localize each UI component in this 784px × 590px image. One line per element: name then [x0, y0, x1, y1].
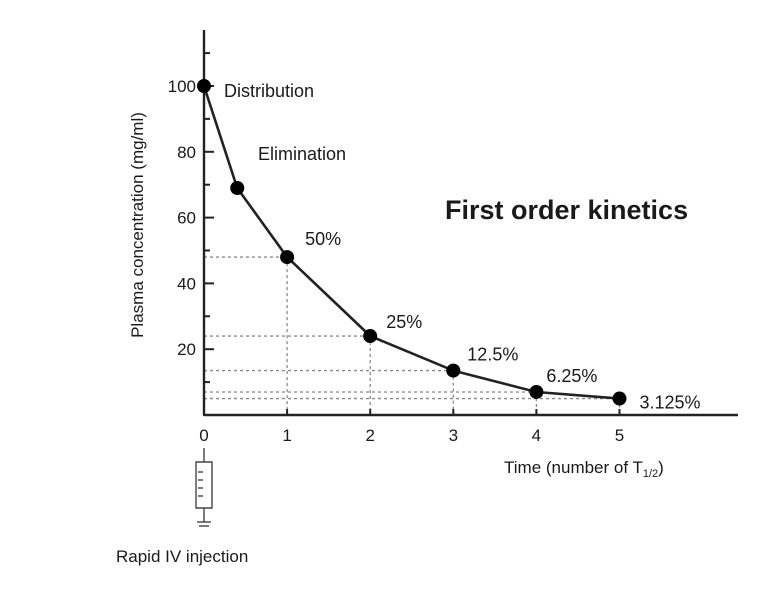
data-point	[280, 250, 295, 265]
x-tick-label: 5	[615, 426, 624, 445]
y-tick-label: 100	[168, 77, 196, 96]
guide-lines	[204, 256, 621, 415]
x-tick-label: 2	[365, 426, 374, 445]
point-label: 3.125%	[640, 393, 701, 413]
data-points	[197, 79, 627, 406]
distribution-label: Distribution	[224, 81, 314, 101]
syringe-icon	[195, 448, 213, 527]
point-label: 12.5%	[467, 345, 518, 365]
point-label: 6.25%	[546, 366, 597, 386]
axes	[202, 30, 738, 417]
data-point	[363, 329, 378, 344]
concentration-curve	[202, 85, 620, 400]
x-tick-label: 0	[199, 426, 208, 445]
data-point	[612, 391, 627, 406]
y-tick-label: 80	[177, 143, 196, 162]
y-tick-label: 60	[177, 209, 196, 228]
injection-label: Rapid IV injection	[116, 547, 248, 566]
y-tick-label: 40	[177, 274, 196, 293]
y-axis-title: Plasma concentration (mg/ml)	[128, 112, 147, 338]
chart-headline: First order kinetics	[445, 195, 688, 225]
x-axis-title-subscript: 1/2	[643, 468, 658, 480]
data-point	[529, 384, 544, 399]
y-tick-labels: 20 40 60 80 100	[168, 77, 196, 359]
data-point	[197, 79, 211, 93]
y-tick-label: 20	[177, 340, 196, 359]
data-point	[446, 363, 461, 378]
x-axis-title: Time (number of T1/2)	[504, 458, 664, 480]
x-tick-label: 4	[532, 426, 541, 445]
point-label: 50%	[305, 229, 341, 249]
point-label: 25%	[386, 312, 422, 332]
x-axis-title-end: )	[658, 458, 664, 477]
x-axis-title-main: Time (number of T	[504, 458, 643, 477]
ticks	[203, 52, 621, 416]
x-tick-labels: 0 1 2 3 4 5	[199, 426, 624, 445]
elimination-label: Elimination	[258, 144, 346, 164]
point-labels: 50% 25% 12.5% 6.25% 3.125%	[305, 229, 700, 412]
x-tick-label: 1	[282, 426, 291, 445]
x-tick-label: 3	[449, 426, 458, 445]
data-point	[230, 180, 245, 195]
